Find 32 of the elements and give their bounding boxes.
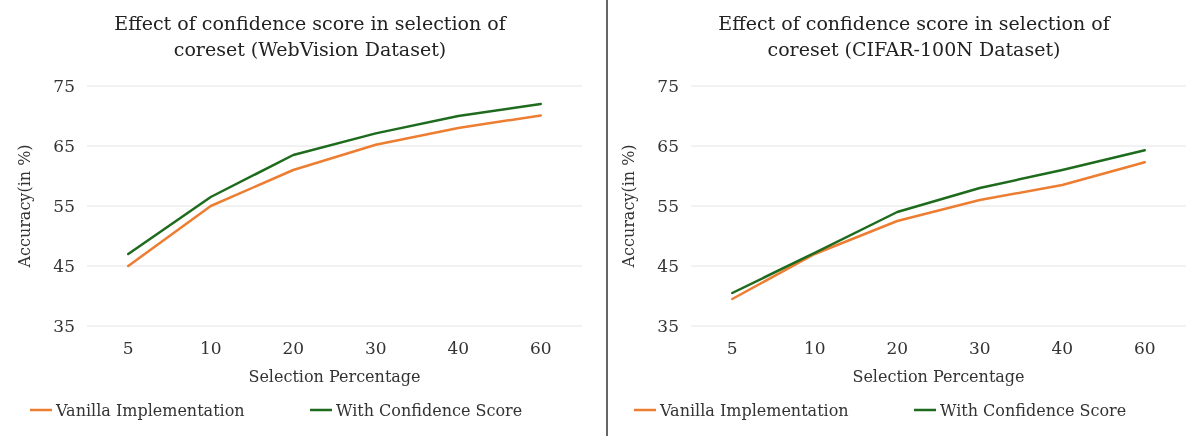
x-tick-label: 5: [122, 338, 134, 358]
y-axis-title: Accuracy(in %): [619, 144, 638, 269]
y-tick-label: 45: [657, 255, 679, 276]
x-tick-label: 60: [529, 338, 552, 358]
legend-label: With Confidence Score: [940, 400, 1127, 420]
y-tick-label: 55: [657, 195, 679, 216]
chart-title: Effect of confidence score in selection of coreset (WebVision Dataset): [114, 12, 508, 60]
x-axis-title: Selection Percentage: [852, 367, 1025, 386]
y-axis-title: Accuracy(in %): [15, 144, 34, 269]
y-tick-label: 65: [657, 135, 679, 156]
y-tick-label: 55: [53, 195, 75, 216]
x-tick-label: 30: [364, 338, 387, 358]
x-tick-label: 60: [1133, 338, 1156, 358]
legend-label: With Confidence Score: [336, 400, 523, 420]
x-axis-title: Selection Percentage: [248, 367, 421, 386]
x-tick-label: 30: [968, 338, 991, 358]
y-tick-label: 35: [53, 315, 75, 336]
x-tick-label: 5: [726, 338, 738, 358]
x-tick-label: 10: [803, 338, 826, 358]
y-tick-label: 75: [657, 75, 679, 96]
y-tick-label: 35: [657, 315, 679, 336]
x-tick-label: 40: [1051, 338, 1074, 358]
y-tick-label: 75: [53, 75, 75, 96]
x-tick-label: 20: [886, 338, 909, 358]
y-tick-label: 65: [53, 135, 75, 156]
x-tick-label: 10: [199, 338, 222, 358]
chart-title: Effect of confidence score in selection of coreset (CIFAR-100N Dataset): [718, 12, 1112, 60]
legend-label: Vanilla Implementation: [55, 400, 245, 420]
x-tick-label: 20: [282, 338, 305, 358]
y-tick-label: 45: [53, 255, 75, 276]
x-tick-label: 40: [447, 338, 470, 358]
legend-label: Vanilla Implementation: [659, 400, 849, 420]
